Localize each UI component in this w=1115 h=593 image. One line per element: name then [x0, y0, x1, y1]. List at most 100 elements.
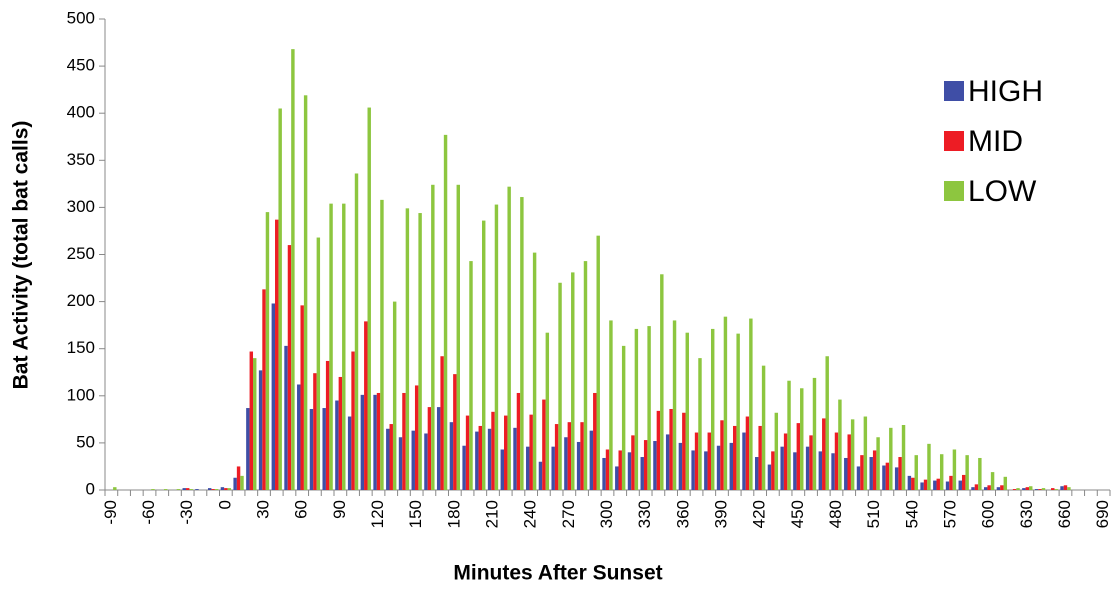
bar — [945, 481, 950, 490]
bar — [487, 428, 492, 490]
bar — [965, 455, 969, 490]
bar — [682, 412, 686, 490]
bar — [818, 451, 823, 490]
bar — [847, 434, 851, 490]
bar — [507, 186, 511, 490]
bar — [513, 427, 517, 490]
bar — [885, 462, 890, 490]
bar — [704, 451, 708, 490]
bar — [605, 449, 610, 490]
x-tick-label: 120 — [368, 500, 387, 528]
y-tick-label: 250 — [67, 244, 95, 263]
bar — [978, 457, 982, 490]
bar — [894, 467, 899, 490]
x-tick-label: 600 — [979, 500, 998, 528]
bar — [329, 203, 333, 490]
bar — [872, 450, 877, 490]
legend-swatch — [944, 81, 964, 101]
bar — [971, 487, 975, 490]
bar — [240, 475, 244, 490]
bar — [347, 416, 352, 490]
bar — [800, 388, 804, 490]
legend-swatch — [944, 131, 964, 151]
y-tick-label: 400 — [67, 103, 95, 122]
bar — [593, 392, 597, 490]
bar — [411, 430, 415, 490]
bar — [834, 432, 839, 490]
bar — [360, 394, 365, 490]
bar — [825, 356, 829, 490]
bar — [151, 489, 155, 490]
bar — [983, 487, 988, 490]
x-tick-label: 420 — [750, 500, 769, 528]
bar — [313, 373, 317, 490]
bar — [325, 360, 330, 490]
bar — [609, 320, 613, 490]
bar — [1016, 488, 1020, 490]
bar — [322, 408, 326, 490]
y-tick-label: 150 — [67, 338, 95, 357]
bar — [469, 261, 473, 490]
bar — [440, 356, 444, 490]
bar — [627, 452, 632, 490]
bar — [774, 412, 779, 490]
bar — [656, 410, 661, 490]
bar — [443, 134, 448, 490]
bar — [427, 407, 432, 490]
bar — [923, 479, 928, 490]
bar — [742, 432, 746, 490]
bar — [901, 425, 906, 490]
bar — [113, 487, 117, 490]
bar — [500, 449, 505, 490]
bar — [987, 485, 991, 490]
bar — [262, 289, 266, 490]
x-tick-label: 330 — [635, 500, 654, 528]
bar — [758, 425, 762, 490]
bar — [351, 351, 355, 490]
y-tick-label: 50 — [76, 432, 95, 451]
bar — [402, 392, 406, 490]
bar — [398, 437, 403, 490]
bar — [780, 446, 784, 490]
bar — [1022, 488, 1026, 490]
bar — [253, 358, 257, 490]
bar — [342, 203, 346, 490]
bar — [236, 466, 241, 490]
bar — [538, 461, 543, 490]
bar — [465, 415, 470, 490]
bar — [1012, 489, 1017, 490]
bar — [494, 204, 499, 490]
bar — [761, 365, 766, 490]
bar — [1003, 476, 1008, 490]
x-tick-label: 240 — [521, 500, 540, 528]
bar — [567, 422, 572, 490]
x-tick-label: 360 — [673, 500, 692, 528]
bar — [911, 477, 915, 490]
x-tick-label: 450 — [788, 500, 807, 528]
x-tick-label: 0 — [215, 500, 234, 509]
bar — [809, 435, 813, 490]
x-tick-label: 540 — [902, 500, 921, 528]
legend-text: MID — [968, 125, 1023, 158]
bar — [939, 454, 944, 490]
bar — [482, 220, 486, 490]
bar — [364, 321, 368, 490]
bar — [961, 474, 966, 490]
bar — [233, 477, 237, 490]
bar — [176, 489, 181, 490]
bar — [297, 384, 301, 490]
x-tick-label: 60 — [292, 500, 311, 519]
bar — [844, 457, 848, 490]
x-axis-title: Minutes After Sunset — [453, 562, 662, 585]
bar — [669, 408, 673, 490]
x-tick-label: 90 — [330, 500, 349, 519]
x-tick-label: 480 — [826, 500, 845, 528]
bar — [698, 358, 702, 490]
bar — [850, 419, 855, 490]
bar — [189, 489, 193, 490]
bar — [974, 484, 979, 490]
bar — [1025, 487, 1030, 490]
bar — [1063, 485, 1068, 490]
bar — [520, 197, 524, 490]
bar — [634, 328, 639, 490]
